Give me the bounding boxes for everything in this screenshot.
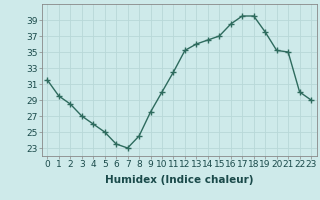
- X-axis label: Humidex (Indice chaleur): Humidex (Indice chaleur): [105, 175, 253, 185]
